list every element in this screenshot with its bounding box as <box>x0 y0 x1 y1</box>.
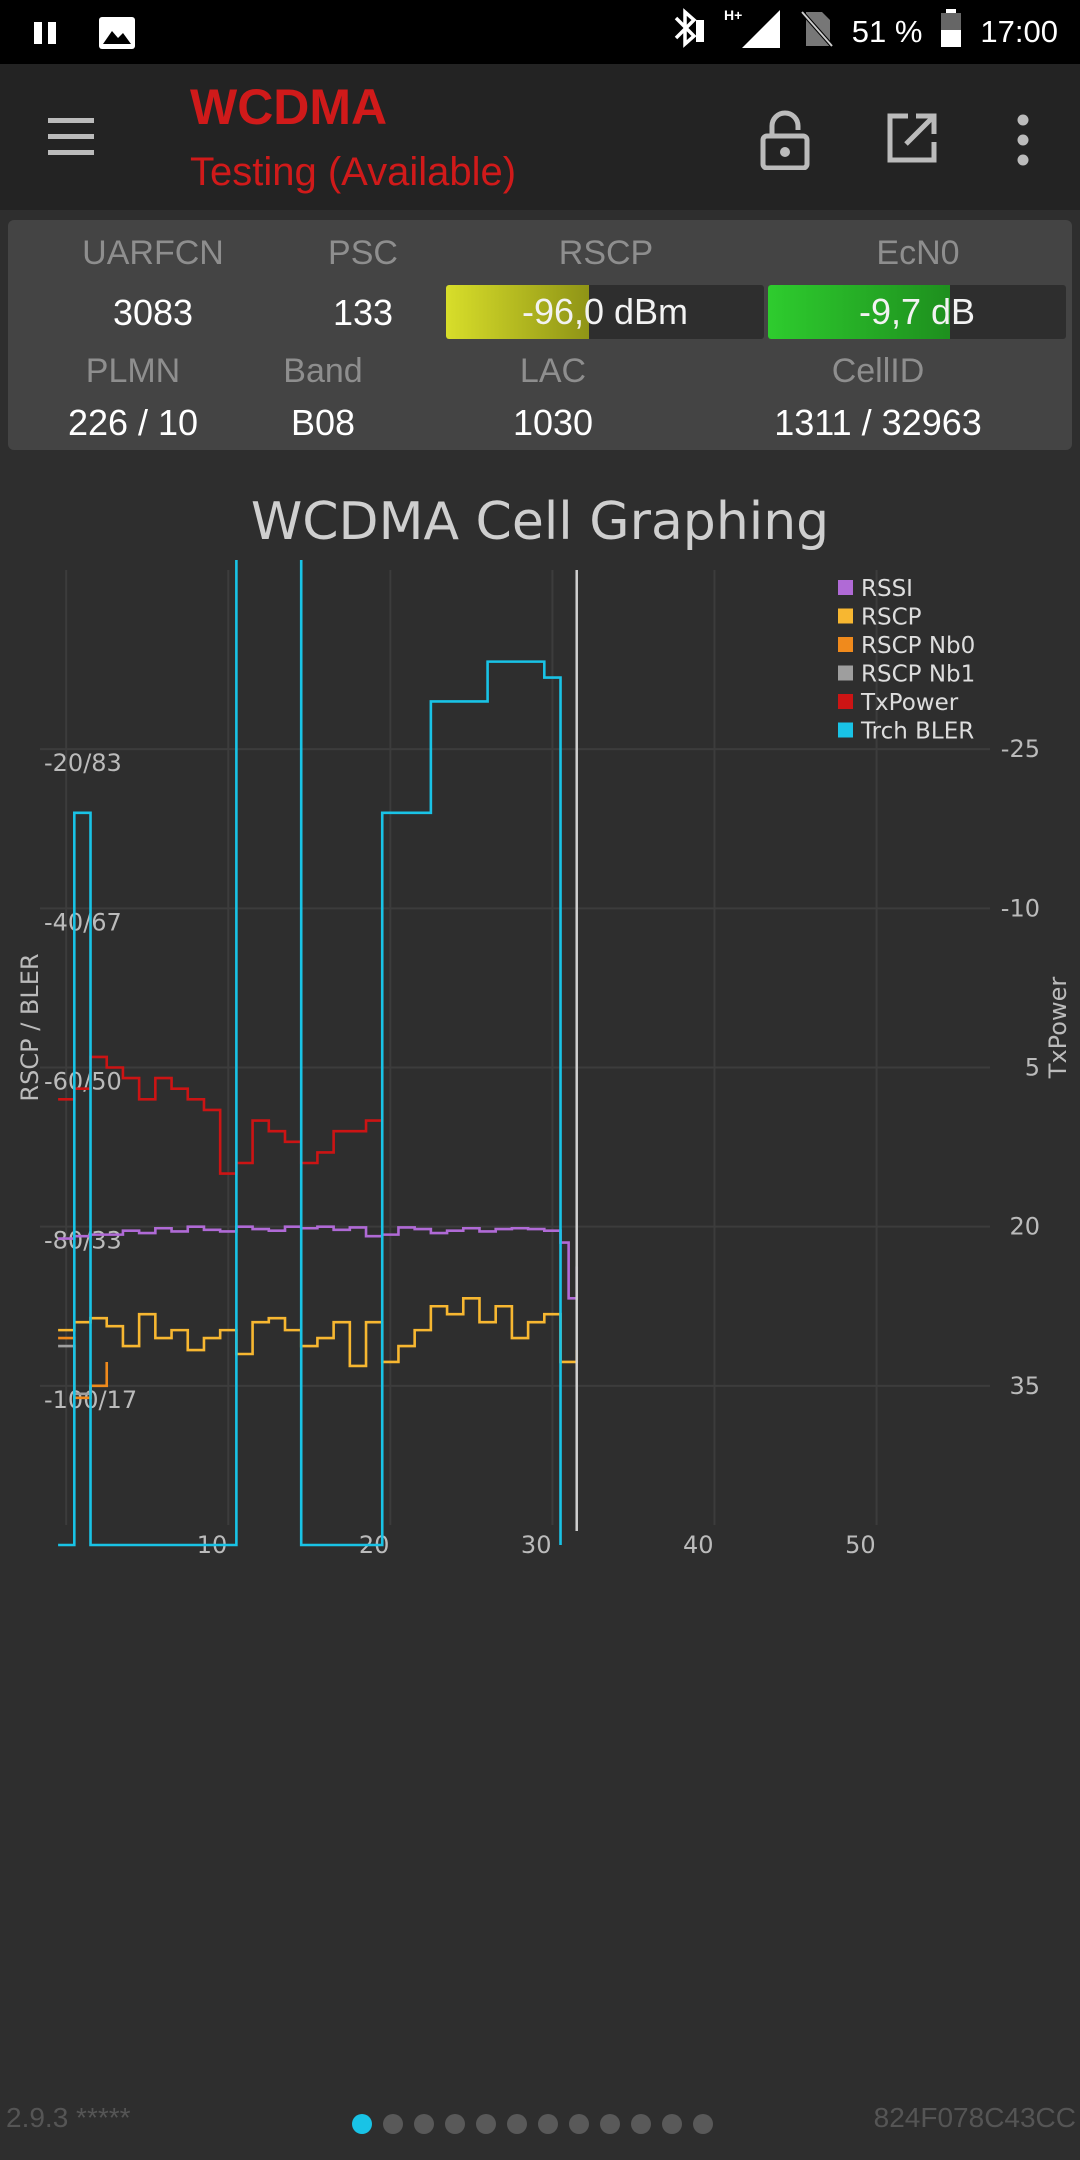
page-indicator[interactable] <box>352 2114 713 2134</box>
cell-info-panel: UARFCN 3083 PSC 133 RSCP -96,0 dBm EcN0 … <box>8 220 1072 450</box>
legend-label: RSSI <box>861 576 913 602</box>
legend-swatch <box>838 608 853 624</box>
band-label: Band <box>283 352 363 390</box>
y-right-tick-label: 20 <box>1009 1213 1040 1241</box>
legend-swatch <box>838 580 853 595</box>
version-label: 2.9.3 ***** <box>6 2102 131 2133</box>
legend-swatch <box>838 637 853 652</box>
page-dot[interactable] <box>476 2114 496 2134</box>
page-dot[interactable] <box>569 2114 589 2134</box>
series-rscp <box>58 1296 579 1368</box>
device-id: 824F078C43CC <box>873 2102 1076 2133</box>
y-left-tick-label: -40/67 <box>44 908 122 936</box>
app-title: WCDMA <box>190 79 388 135</box>
legend-swatch <box>838 665 853 681</box>
legend-swatch <box>838 722 853 738</box>
x-tick-label: 40 <box>683 1531 714 1559</box>
y-left-tick-label: -80/33 <box>44 1227 122 1255</box>
rscp-bar-fill <box>446 285 590 339</box>
legend-label: Trch BLER <box>860 719 974 745</box>
plmn-value: 226 / 10 <box>67 402 199 443</box>
chart-title: WCDMA Cell Graphing <box>250 492 830 552</box>
page-dot[interactable] <box>600 2114 620 2134</box>
bluetooth-icon <box>670 8 706 56</box>
hamburger-icon <box>48 118 94 155</box>
uarfcn-value: 3083 <box>112 292 194 333</box>
page-dot[interactable] <box>538 2114 558 2134</box>
x-tick-label: 50 <box>845 1531 876 1559</box>
more-vert-icon <box>1017 114 1029 166</box>
y-right-tick-label: 35 <box>1009 1372 1040 1400</box>
y-right-tick-label: -25 <box>1001 735 1040 763</box>
signal-icon: H+ <box>724 6 782 58</box>
ecn0-value: -9,7 dB <box>858 291 976 332</box>
y-right-tick-label: 5 <box>1025 1054 1040 1082</box>
cell-graph[interactable]: 10 20 30 40 50-20/83-40/67-60/50-80/33-100/1… <box>0 560 1080 1560</box>
x-tick-label: 30 <box>521 1531 552 1559</box>
status-bar: H+ 51 % 17:00 <box>0 0 1080 64</box>
battery-icon <box>940 8 962 56</box>
series-trch-bler <box>58 560 562 1547</box>
rscp-label: RSCP <box>558 234 654 272</box>
rscp-value: -96,0 dBm <box>521 291 689 332</box>
page-dot[interactable] <box>383 2114 403 2134</box>
y-left-tick-label: -20/83 <box>44 749 122 777</box>
open-in-new-icon <box>887 113 937 163</box>
plmn-label: PLMN <box>85 352 181 390</box>
y-right-tick-label: -10 <box>1001 894 1040 922</box>
page-dot[interactable] <box>445 2114 465 2134</box>
page-dot[interactable] <box>352 2114 372 2134</box>
legend-label: RSCP Nb0 <box>861 633 975 659</box>
rscp-bar: -96,0 dBm <box>446 285 764 339</box>
uarfcn-label: UARFCN <box>82 234 224 272</box>
lock-button[interactable] <box>758 110 812 171</box>
band-value: B08 <box>290 402 356 443</box>
lock-open-icon <box>760 110 810 171</box>
page-dot[interactable] <box>414 2114 434 2134</box>
page-dot[interactable] <box>507 2114 527 2134</box>
ecn0-bar-fill <box>768 285 950 339</box>
open-external-button[interactable] <box>884 110 940 166</box>
cellid-label: CellID <box>831 352 925 390</box>
battery-percent: 51 % <box>851 14 923 49</box>
y-left-tick-label: -60/50 <box>44 1068 122 1096</box>
image-icon <box>98 16 136 54</box>
page-dot[interactable] <box>662 2114 682 2134</box>
more-options-button[interactable] <box>1006 108 1040 172</box>
ecn0-bar: -9,7 dB <box>768 285 1066 339</box>
psc-value: 133 <box>332 292 394 333</box>
legend-label: RSCP Nb1 <box>861 662 975 688</box>
page-dot[interactable] <box>631 2114 651 2134</box>
page-dot[interactable] <box>693 2114 713 2134</box>
network-type: H+ <box>724 7 742 23</box>
pause-icon <box>32 18 58 52</box>
clock: 17:00 <box>980 14 1058 49</box>
cellid-value: 1311 / 32963 <box>774 402 982 443</box>
lac-label: LAC <box>519 352 587 390</box>
no-sim-icon <box>800 8 834 56</box>
series-txpower <box>58 1055 384 1175</box>
ecn0-label: EcN0 <box>876 234 960 272</box>
psc-label: PSC <box>328 234 398 272</box>
legend-label: TxPower <box>860 690 959 716</box>
lac-value: 1030 <box>512 402 594 443</box>
app-subtitle: Testing (Available) <box>190 150 517 194</box>
menu-button[interactable] <box>42 112 102 162</box>
series-rssi <box>58 1225 579 1300</box>
y-right-axis-title: TxPower <box>1044 977 1072 1080</box>
legend-label: RSCP <box>861 605 922 631</box>
y-left-axis-title: RSCP / BLER <box>16 953 44 1101</box>
app-bar: WCDMA Testing (Available) <box>0 64 1080 210</box>
legend-swatch <box>838 694 853 709</box>
